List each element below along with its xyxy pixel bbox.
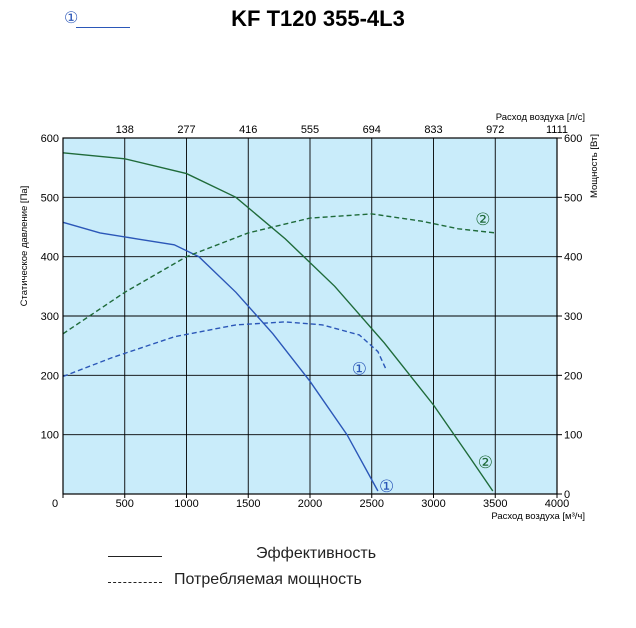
- x-bottom-tick-label: 3500: [483, 498, 507, 510]
- x-bottom-tick-label: 2000: [298, 498, 322, 510]
- curve-marker-label: ①: [379, 477, 394, 497]
- legend-solid-line: [108, 556, 162, 557]
- legend-power-label: Потребляемая мощность: [174, 571, 362, 588]
- power-curve-3: [62, 321, 388, 378]
- legend-dashed-line: [108, 582, 162, 583]
- y-right-tick-label: 600: [564, 133, 582, 145]
- legend-efficiency-label: Эффективность: [256, 545, 377, 562]
- grid-lines: [63, 138, 557, 494]
- x-bottom-axis-title: Расход воздуха [м³/ч]: [491, 511, 585, 522]
- top-legend-marker: ①: [64, 10, 79, 27]
- y-left-tick-label: 100: [41, 430, 59, 442]
- power-curve-4: [62, 213, 496, 335]
- y-left-tick-label: 600: [41, 133, 59, 145]
- x-bottom-tick-label: 1500: [236, 498, 260, 510]
- y-left-axis-title: Статическое давление [Па]: [19, 186, 30, 307]
- y-right-tick-label: 0: [564, 489, 570, 501]
- x-top-tick-label: 833: [424, 124, 442, 136]
- series-group: [62, 152, 496, 492]
- y-right-tick-label: 300: [564, 311, 582, 323]
- x-top-tick-label: 972: [486, 124, 504, 136]
- x-top-tick-label: 277: [177, 124, 195, 136]
- chart-title: KF T120 355-4L3: [231, 6, 405, 31]
- top-legend-line: [76, 27, 130, 28]
- x-top-tick-label: 694: [363, 124, 381, 136]
- y-right-tick-label: 500: [564, 192, 582, 204]
- x-top-tick-label: 555: [301, 124, 319, 136]
- y-left-tick-label: 300: [41, 311, 59, 323]
- y-right-tick-label: 200: [564, 370, 582, 382]
- pressure-curve-1: [62, 221, 379, 492]
- y-right-tick-label: 100: [564, 430, 582, 442]
- top-legend: ①: [60, 8, 140, 30]
- x-bottom-tick-label: 1000: [174, 498, 198, 510]
- bottom-legend: Эффективность Потребляемая мощность: [100, 545, 520, 605]
- x-top-axis-title: Расход воздуха [л/с]: [496, 112, 585, 123]
- y-right-tick-label: 400: [564, 252, 582, 264]
- x-bottom-tick-label: 0: [52, 498, 58, 510]
- x-bottom-tick-label: 3000: [421, 498, 445, 510]
- x-top-tick-label: 416: [239, 124, 257, 136]
- curve-marker-label: ②: [478, 453, 493, 473]
- x-bottom-tick-label: 2500: [360, 498, 384, 510]
- x-bottom-tick-label: 4000: [545, 498, 569, 510]
- axes-group: [62, 137, 562, 498]
- legend-power: Потребляемая мощность: [100, 571, 520, 593]
- y-left-tick-label: 500: [41, 192, 59, 204]
- x-top-tick-label: 1111: [546, 124, 568, 136]
- x-bottom-tick-label: 500: [116, 498, 134, 510]
- y-right-axis-title: Мощность [Вт]: [589, 134, 600, 198]
- curve-marker-label: ②: [475, 210, 490, 230]
- y-left-tick-label: 400: [41, 252, 59, 264]
- y-left-tick-label: 200: [41, 370, 59, 382]
- curve-marker-label: ①: [352, 359, 367, 379]
- x-top-tick-label: 138: [116, 124, 134, 136]
- legend-efficiency: Эффективность: [100, 545, 520, 567]
- pressure-curve-2: [62, 152, 494, 492]
